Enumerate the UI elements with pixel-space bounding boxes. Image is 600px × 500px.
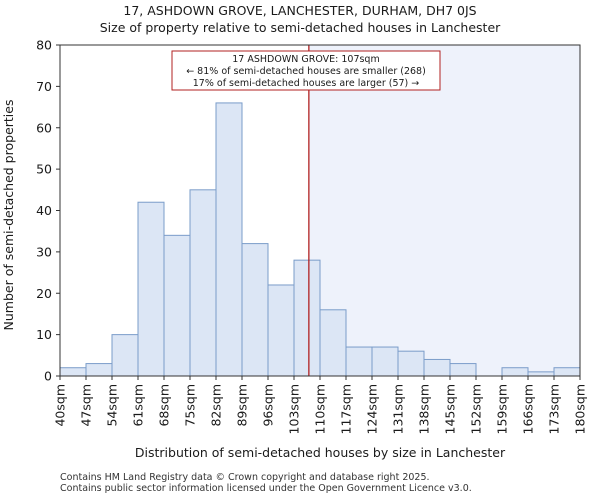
histogram-bar: [111, 334, 139, 377]
x-tick-label: 145sqm: [443, 384, 458, 434]
y-axis-label: Number of semi-detached properties: [1, 100, 16, 331]
footer-line-2: Contains public sector information licen…: [60, 483, 472, 494]
y-tick-label: 40: [36, 203, 52, 218]
histogram-bar: [371, 346, 399, 377]
x-tick-label: 103sqm: [287, 384, 302, 434]
histogram-bar: [189, 189, 217, 377]
x-tick-label: 96sqm: [261, 384, 276, 427]
x-tick-label: 89sqm: [235, 384, 250, 427]
histogram-bar: [241, 243, 269, 377]
histogram-bar: [397, 350, 425, 377]
x-tick-label: 82sqm: [209, 384, 224, 427]
y-tick-label: 70: [36, 79, 52, 94]
histogram-bar: [267, 284, 295, 377]
x-tick-label: 68sqm: [157, 384, 172, 427]
chart-title: 17, ASHDOWN GROVE, LANCHESTER, DURHAM, D…: [123, 3, 476, 18]
histogram-bar: [163, 234, 191, 377]
x-tick-label: 110sqm: [313, 384, 328, 434]
histogram-bar: [293, 259, 321, 377]
footer: Contains HM Land Registry data © Crown c…: [60, 472, 472, 494]
histogram-bar: [137, 201, 165, 377]
x-tick-label: 166sqm: [521, 384, 536, 434]
histogram-bar: [449, 363, 477, 377]
x-axis-label: Distribution of semi-detached houses by …: [135, 445, 506, 460]
y-tick-label: 10: [36, 327, 52, 342]
x-tick-label: 180sqm: [573, 384, 588, 434]
x-tick-label: 75sqm: [183, 384, 198, 427]
y-tick-label: 0: [44, 369, 52, 384]
histogram-bar: [527, 371, 555, 377]
y-tick-label: 30: [36, 244, 52, 259]
annotation-line-3: 17% of semi-detached houses are larger (…: [193, 78, 420, 89]
chart-subtitle: Size of property relative to semi-detach…: [100, 20, 501, 35]
footer-line-1: Contains HM Land Registry data © Crown c…: [60, 472, 430, 483]
x-tick-label: 159sqm: [495, 384, 510, 434]
histogram-bar: [85, 363, 113, 377]
x-tick-label: 138sqm: [417, 384, 432, 434]
histogram-bar: [423, 358, 451, 377]
x-tick-label: 61sqm: [131, 384, 146, 427]
x-tick-label: 54sqm: [105, 384, 120, 427]
histogram-bar: [553, 367, 581, 377]
annotation-line-1: 17 ASHDOWN GROVE: 107sqm: [232, 54, 379, 65]
x-tick-label: 131sqm: [391, 384, 406, 434]
annotation-box: [171, 50, 441, 91]
x-tick-label: 152sqm: [469, 384, 484, 434]
annotation-line-2: ← 81% of semi-detached houses are smalle…: [186, 66, 426, 77]
histogram-bar: [345, 346, 373, 377]
x-tick-label: 47sqm: [79, 384, 94, 427]
x-tick-label: 40sqm: [53, 384, 68, 427]
chart: 17, ASHDOWN GROVE, LANCHESTER, DURHAM, D…: [1, 3, 588, 460]
histogram-bar: [215, 102, 243, 377]
histogram-bar: [319, 309, 347, 377]
larger-region-shade: [308, 45, 580, 376]
x-tick-label: 173sqm: [547, 384, 562, 434]
histogram-bar: [59, 367, 87, 377]
x-tick-label: 117sqm: [339, 384, 354, 434]
x-tick-label: 124sqm: [365, 384, 380, 434]
y-tick-label: 20: [36, 286, 52, 301]
y-tick-label: 80: [36, 38, 52, 53]
histogram-bar: [501, 367, 529, 377]
y-tick-label: 60: [36, 120, 52, 135]
y-tick-label: 50: [36, 162, 52, 177]
